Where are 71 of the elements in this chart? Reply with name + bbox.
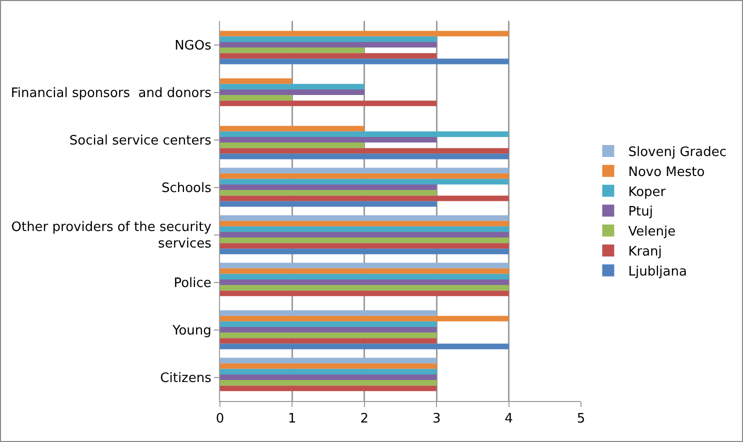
bar [220,142,364,148]
bar [220,220,509,226]
bar [220,238,509,244]
bar [220,363,437,369]
x-tick-label: 5 [576,412,586,427]
bar [220,100,437,106]
bar [220,290,509,296]
bar [220,173,509,179]
y-tick-label: Other providers of the security services [11,220,212,252]
bar [220,262,509,268]
bar [220,131,509,137]
bar [220,321,437,327]
bar [220,232,509,238]
x-tick-label: 0 [216,412,224,427]
bar [220,248,509,254]
bar [220,285,509,291]
bar [220,201,437,207]
bar [220,274,509,280]
bar [220,338,437,344]
bar [220,48,364,54]
bar [220,226,509,232]
bar [220,374,437,380]
bar [220,310,437,316]
legend-label: Ptuj [628,204,654,220]
bar [220,126,364,132]
y-tick-label: NGOs [174,38,212,54]
bar [220,184,437,190]
bar [220,332,437,338]
bar [220,358,437,364]
bar [220,196,509,202]
legend-label: Velenje [628,224,676,240]
legend-label: Novo Mesto [628,164,705,180]
bar [220,316,509,322]
bar [220,380,437,386]
bar [220,36,437,42]
bar [220,78,292,84]
bar [220,30,509,36]
bar [220,53,437,59]
x-tick-label: 3 [432,412,441,427]
legend-label: Slovenj Gradec [628,145,726,160]
bar [220,178,509,184]
legend-label: Ljubljana [628,264,687,280]
bar [220,136,437,143]
bar [220,58,509,64]
y-tick-label: Financial sponsors and donors [10,86,212,101]
bar [220,279,509,286]
y-tick-label: Schools [161,180,212,196]
bar [220,148,509,154]
bar [220,168,509,174]
y-tick-label: Police [174,276,212,291]
x-tick-label: 1 [288,412,296,427]
bar [220,368,437,374]
y-tick-label: Young [171,323,212,338]
bar [220,326,437,333]
legend-label: Koper [628,184,666,200]
legend-label: Kranj [628,244,662,260]
bar [220,243,509,249]
x-tick-label: 4 [504,412,513,427]
bar [220,42,437,48]
bar [220,344,509,350]
bar [220,190,437,196]
bar [220,215,509,221]
y-tick-label: Citizens [160,370,212,386]
y-tick-label: Social service centers [69,133,212,148]
bar [220,84,364,90]
bar [220,386,437,392]
bar [220,95,292,101]
bar [220,89,364,96]
bar [220,154,509,160]
bar [220,268,509,274]
x-tick-label: 2 [360,412,369,427]
